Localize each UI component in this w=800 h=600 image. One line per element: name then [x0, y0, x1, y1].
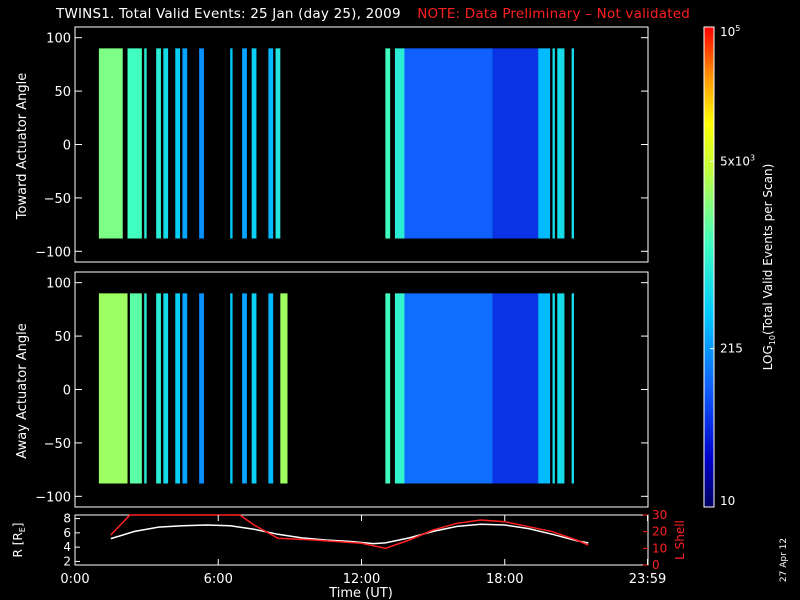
middle-tick-label: 100 — [46, 277, 71, 292]
middle-heat-block — [404, 293, 493, 484]
middle-heat-block — [280, 293, 288, 484]
middle-heat-block — [129, 293, 142, 484]
lshell-tick-label: 10 — [652, 541, 667, 555]
time-axis-label: Time (UT) — [328, 586, 393, 600]
lshell-axis-label: L Shell — [673, 520, 687, 560]
time-tick-label: 12:00 — [343, 572, 380, 587]
lshell-tick-label: 30 — [652, 508, 667, 522]
middle-heat-block — [182, 293, 188, 484]
orbit-curves — [110, 514, 589, 550]
colorbar-tick-label: 5x103 — [720, 153, 755, 168]
top-heat-block — [242, 48, 247, 239]
time-tick-label: 0:00 — [60, 572, 89, 587]
top-heat-block — [385, 48, 391, 239]
lshell-line — [110, 514, 589, 550]
middle-heat-block — [557, 293, 565, 484]
top-heat-block — [268, 48, 274, 239]
lshell-tick-label: 0 — [652, 558, 660, 572]
time-tick-label: 18:00 — [486, 572, 523, 587]
colorbar-tick-label: 105 — [720, 24, 740, 39]
middle-heat-block — [394, 293, 405, 484]
colorbar-frame — [703, 26, 715, 508]
middle-heat-block — [199, 293, 204, 484]
middle-heat-block — [552, 293, 555, 484]
middle-heat-block — [492, 293, 539, 484]
middle-heat-block — [538, 293, 551, 484]
r-axis-label: R [RE] — [11, 523, 27, 558]
top-panel: 100 50 0 −50 −100 Toward Actuator Angle — [15, 26, 649, 263]
colorbar: 10 215 5x103 105 LOG10(Total Valid Events p… — [703, 24, 777, 508]
top-heat-block — [538, 48, 551, 239]
middle-panel: 100 50 0 −50 −100 Away Actuator Angle — [15, 271, 649, 508]
r-distance-line — [110, 523, 589, 545]
middle-heat-block — [242, 293, 247, 484]
top-heat-block — [251, 48, 257, 239]
colorbar-tick-label: 215 — [720, 342, 743, 356]
middle-tick-label: 50 — [54, 330, 71, 345]
title-text: TWINS1. Total Valid Events: 25 Jan (day … — [56, 6, 401, 22]
bottom-panel-frame — [74, 514, 649, 566]
middle-heat-block — [571, 293, 574, 484]
top-heat-block — [557, 48, 565, 239]
top-heat-block — [275, 48, 281, 239]
middle-heat-block — [175, 293, 181, 484]
r-tick-label: 4 — [63, 540, 71, 554]
preliminary-note: NOTE: Data Preliminary – Not validated — [417, 6, 690, 22]
middle-heat-block — [230, 293, 233, 484]
middle-tick-label: −50 — [44, 437, 71, 452]
middle-heat-block — [385, 293, 391, 484]
top-heat-block — [404, 48, 493, 239]
top-tick-label: 0 — [63, 139, 71, 154]
middle-tick-label: 0 — [63, 384, 71, 399]
middle-heatmap — [98, 293, 574, 484]
top-heat-block — [175, 48, 181, 239]
time-axis-ticks: 0:00 6:00 12:00 18:00 23:59 — [60, 515, 666, 587]
top-heat-block — [230, 48, 233, 239]
lshell-axis-ticks: 30 20 10 0 — [643, 508, 667, 572]
r-tick-label: 6 — [63, 526, 71, 540]
top-heat-block — [199, 48, 204, 239]
middle-y-ticks: 100 50 0 −50 −100 — [35, 277, 648, 505]
r-tick-label: 8 — [63, 512, 71, 526]
middle-heat-block — [156, 293, 161, 484]
middle-tick-label: −100 — [35, 490, 71, 505]
top-heat-block — [127, 48, 142, 239]
top-y-label: Toward Actuator Angle — [15, 73, 30, 220]
top-y-ticks: 100 50 0 −50 −100 — [35, 32, 648, 260]
colorbar-ticks: 10 215 5x103 105 — [710, 24, 755, 508]
top-heat-block — [571, 48, 574, 239]
colorbar-label: LOG10(Total Valid Events per Scan) — [761, 164, 777, 371]
r-tick-label: 2 — [63, 554, 71, 568]
colorbar-gradient — [704, 27, 714, 507]
middle-heat-block — [251, 293, 257, 484]
top-tick-label: 50 — [54, 85, 71, 100]
top-tick-label: −100 — [35, 245, 71, 260]
top-heatmap — [98, 48, 574, 239]
lshell-tick-label: 20 — [652, 525, 667, 539]
middle-heat-block — [268, 293, 274, 484]
middle-heat-block — [144, 293, 147, 484]
middle-y-label: Away Actuator Angle — [15, 323, 30, 458]
time-tick-label: 23:59 — [629, 572, 666, 587]
chart-title: TWINS1. Total Valid Events: 25 Jan (day … — [56, 6, 690, 22]
top-heat-block — [98, 48, 123, 239]
top-heat-block — [144, 48, 147, 239]
middle-heat-block — [163, 293, 169, 484]
top-heat-block — [492, 48, 539, 239]
top-heat-block — [394, 48, 405, 239]
date-stamp: 27 Apr 12 — [779, 538, 789, 582]
top-heat-block — [163, 48, 169, 239]
top-heat-block — [156, 48, 161, 239]
top-tick-label: 100 — [46, 32, 71, 47]
middle-heat-block — [98, 293, 128, 484]
top-tick-label: −50 — [44, 192, 71, 207]
colorbar-tick-label: 10 — [720, 494, 735, 508]
top-heat-block — [552, 48, 555, 239]
time-tick-label: 6:00 — [204, 572, 233, 587]
top-heat-block — [182, 48, 188, 239]
